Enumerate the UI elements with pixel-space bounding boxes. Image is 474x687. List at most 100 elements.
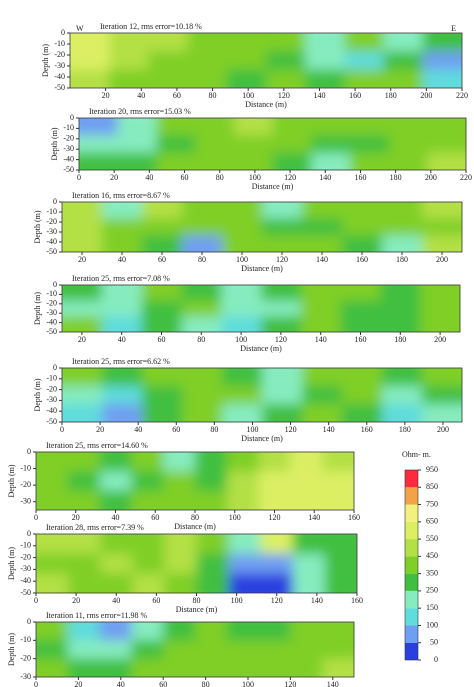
cell bbox=[100, 534, 133, 555]
colorbar-swatch bbox=[405, 521, 418, 540]
y-tick-label: -20 bbox=[20, 653, 31, 662]
x-tick-label: 120 bbox=[276, 255, 288, 264]
cell bbox=[261, 285, 302, 302]
y-axis-label: Depth (m) bbox=[33, 378, 42, 411]
y-tick-label: -10 bbox=[63, 123, 74, 132]
cell bbox=[117, 135, 157, 154]
x-tick-label: 220 bbox=[456, 91, 468, 100]
colorbar-tick-label: 150 bbox=[426, 603, 438, 612]
x-tick-label: 100 bbox=[249, 173, 261, 182]
y-tick-label: -50 bbox=[46, 417, 57, 426]
cell bbox=[226, 69, 267, 88]
cell bbox=[36, 553, 69, 574]
cell bbox=[182, 368, 223, 387]
cell bbox=[290, 622, 323, 641]
x-tick-label: 60 bbox=[151, 513, 159, 522]
heatmap bbox=[70, 33, 462, 88]
heatmap-cells bbox=[36, 622, 354, 677]
cell bbox=[226, 490, 260, 510]
x-tick-label: 140 bbox=[315, 335, 327, 344]
cell bbox=[422, 235, 462, 252]
y-tick-label: -50 bbox=[46, 247, 57, 256]
cell bbox=[292, 553, 326, 574]
x-tick-label: 160 bbox=[351, 596, 363, 605]
cell bbox=[260, 553, 294, 574]
x-tick-label: 100 bbox=[229, 513, 241, 522]
cell bbox=[117, 118, 157, 136]
cell bbox=[292, 534, 326, 555]
y-tick-label: -20 bbox=[20, 552, 31, 561]
cell bbox=[233, 118, 273, 136]
x-tick-label: 120 bbox=[269, 513, 281, 522]
cell bbox=[420, 285, 460, 302]
cell bbox=[300, 285, 342, 302]
cell bbox=[196, 573, 230, 593]
cell bbox=[68, 573, 101, 593]
y-tick-label: -30 bbox=[20, 672, 31, 681]
heatmap bbox=[62, 202, 462, 252]
cell bbox=[262, 235, 303, 252]
y-tick-label: 0 bbox=[27, 447, 31, 456]
cell bbox=[195, 658, 228, 677]
colorbar-tick-label: 250 bbox=[426, 586, 438, 595]
cell bbox=[222, 404, 263, 422]
cell bbox=[79, 152, 119, 170]
cell bbox=[102, 404, 143, 422]
x-tick-label: 120 bbox=[275, 335, 287, 344]
cell bbox=[148, 33, 189, 52]
cell bbox=[388, 135, 428, 154]
cell bbox=[342, 404, 383, 422]
x-tick-label: 80 bbox=[197, 335, 205, 344]
cell bbox=[427, 135, 466, 154]
cell bbox=[422, 51, 462, 71]
y-tick-label: -40 bbox=[46, 237, 57, 246]
cell bbox=[221, 300, 262, 317]
cell bbox=[258, 490, 291, 510]
cell bbox=[195, 622, 228, 641]
x-tick-label: 80 bbox=[202, 680, 210, 687]
cell bbox=[187, 51, 228, 71]
x-tick-label: 20 bbox=[78, 255, 86, 264]
y-axis-label: Depth (m) bbox=[41, 44, 50, 77]
cell bbox=[132, 553, 165, 574]
x-tick-label: 60 bbox=[152, 596, 160, 605]
x-tick-label: 180 bbox=[385, 91, 397, 100]
y-tick-label: -30 bbox=[20, 564, 31, 573]
x-tick-label: 140 bbox=[319, 173, 331, 182]
y-tick-label: -20 bbox=[46, 384, 57, 393]
cell bbox=[62, 386, 103, 405]
cell bbox=[222, 368, 263, 387]
cell bbox=[131, 452, 164, 472]
x-tick-label: 120 bbox=[285, 425, 297, 434]
y-tick-label: -10 bbox=[20, 635, 31, 644]
colorbar-swatch bbox=[405, 470, 418, 488]
cell bbox=[266, 33, 306, 52]
cell bbox=[305, 51, 345, 71]
x-tick-label: 100 bbox=[231, 596, 243, 605]
cell bbox=[422, 386, 462, 405]
cell bbox=[99, 452, 132, 472]
x-tick-label: 0 bbox=[77, 173, 81, 182]
colorbar-swatch bbox=[405, 539, 418, 557]
cell bbox=[226, 51, 267, 71]
cell bbox=[427, 152, 466, 170]
cell bbox=[163, 471, 196, 492]
colorbar-tick-label: 350 bbox=[426, 568, 438, 577]
cell bbox=[302, 386, 343, 405]
plot-frame bbox=[69, 32, 463, 89]
cell bbox=[132, 573, 165, 593]
cell bbox=[322, 622, 354, 641]
heatmap bbox=[62, 285, 460, 332]
x-tick-label: 40 bbox=[145, 173, 153, 182]
plot-frame bbox=[78, 117, 467, 171]
cell bbox=[67, 490, 101, 510]
y-tick-label: -30 bbox=[20, 497, 31, 506]
cell bbox=[342, 202, 383, 220]
cell bbox=[302, 202, 343, 220]
cell bbox=[142, 202, 183, 220]
cell bbox=[70, 69, 110, 88]
colorbar-swatch bbox=[405, 556, 418, 574]
x-tick-label: 140 bbox=[327, 680, 339, 687]
x-tick-label: 100 bbox=[246, 425, 258, 434]
cell bbox=[226, 471, 260, 492]
